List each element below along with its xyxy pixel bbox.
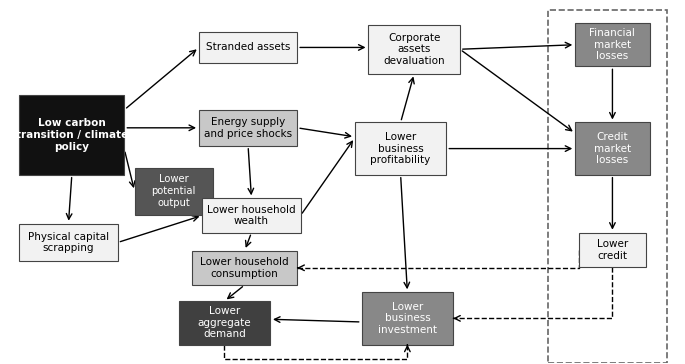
Text: Lower
business
investment: Lower business investment	[378, 302, 437, 335]
FancyBboxPatch shape	[134, 167, 212, 214]
Bar	[548, 11, 667, 363]
FancyBboxPatch shape	[202, 198, 301, 233]
Text: Energy supply
and price shocks: Energy supply and price shocks	[204, 117, 292, 139]
FancyBboxPatch shape	[19, 223, 118, 261]
FancyBboxPatch shape	[179, 301, 270, 345]
Text: Lower
potential
output: Lower potential output	[151, 174, 196, 207]
Text: Lower household
consumption: Lower household consumption	[201, 257, 289, 278]
FancyBboxPatch shape	[579, 233, 647, 267]
FancyBboxPatch shape	[355, 122, 447, 175]
FancyBboxPatch shape	[199, 110, 297, 146]
Text: Stranded assets: Stranded assets	[206, 43, 290, 52]
FancyBboxPatch shape	[199, 32, 297, 63]
FancyBboxPatch shape	[369, 25, 460, 74]
Text: Credit
market
losses: Credit market losses	[594, 132, 631, 165]
FancyBboxPatch shape	[575, 23, 649, 66]
Text: Low carbon
transition / climate
policy: Low carbon transition / climate policy	[16, 118, 128, 152]
Text: Lower
business
profitability: Lower business profitability	[371, 132, 431, 165]
Text: Physical capital
scrapping: Physical capital scrapping	[28, 232, 109, 253]
Text: Lower
credit: Lower credit	[597, 239, 628, 261]
FancyBboxPatch shape	[192, 251, 297, 285]
FancyBboxPatch shape	[575, 122, 649, 175]
Text: Lower household
wealth: Lower household wealth	[207, 205, 296, 226]
Text: Lower
aggregate
demand: Lower aggregate demand	[197, 306, 251, 340]
FancyBboxPatch shape	[19, 95, 125, 175]
Text: Corporate
assets
devaluation: Corporate assets devaluation	[384, 33, 445, 66]
Text: Financial
market
losses: Financial market losses	[590, 28, 636, 62]
FancyBboxPatch shape	[362, 292, 453, 345]
